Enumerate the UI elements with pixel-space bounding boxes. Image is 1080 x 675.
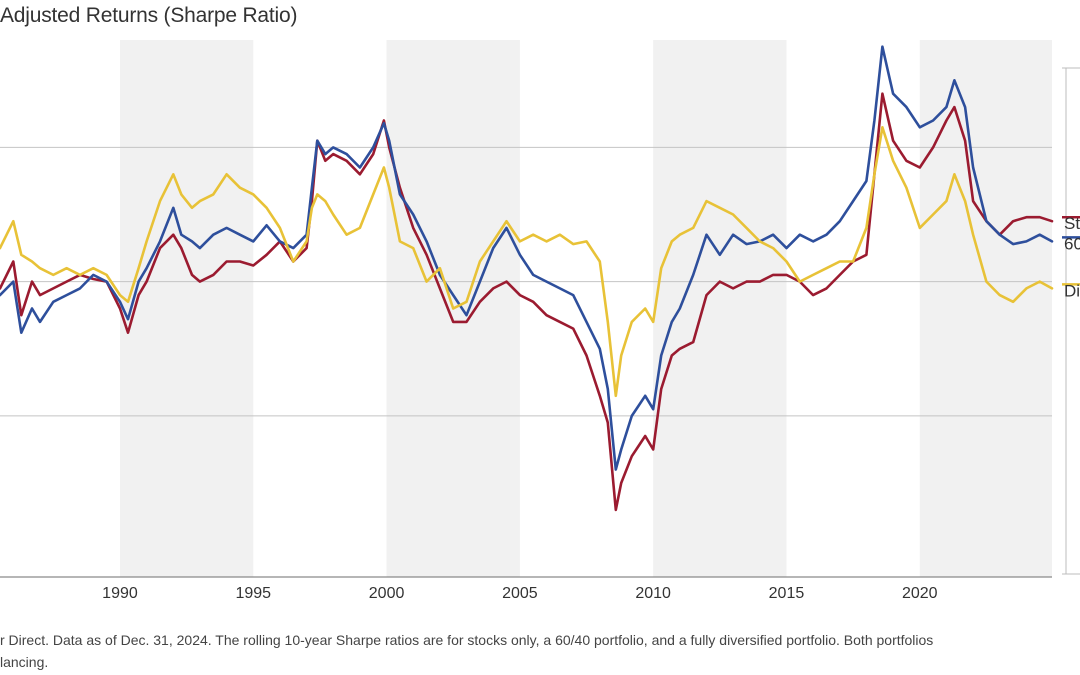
legend-label-0: St [1064, 214, 1080, 233]
source-note-line-1: r Direct. Data as of Dec. 31, 2024. The … [0, 632, 934, 648]
shaded-band-3 [919, 40, 1052, 577]
shaded-band-2 [653, 40, 787, 577]
source-note: r Direct. Data as of Dec. 31, 2024. The … [0, 629, 1080, 673]
x-tick-label-2020: 2020 [902, 585, 938, 602]
shaded-band-0 [119, 40, 254, 577]
x-tick-label-2015: 2015 [769, 585, 805, 602]
x-tick-label-1995: 1995 [235, 585, 271, 602]
legend-label-1: 60 [1064, 234, 1080, 253]
chart-title: Adjusted Returns (Sharpe Ratio) [0, 4, 298, 27]
source-note-line-2: lancing. [0, 654, 49, 670]
x-tick-label-2000: 2000 [369, 585, 405, 602]
series-line-diversified [0, 126, 1054, 398]
shaded-bands [119, 40, 1052, 577]
legend-label-2: Di [1064, 281, 1080, 300]
series-line-60-40 [0, 45, 1054, 471]
series-lines [0, 45, 1054, 512]
x-tick-label-2010: 2010 [635, 585, 671, 602]
axes [0, 67, 1080, 578]
x-tick-label-1990: 1990 [102, 585, 138, 602]
x-tick-label-2005: 2005 [502, 585, 538, 602]
x-tick-labels: 1990 1995 2000 2005 2010 2015 2020 [102, 585, 937, 602]
